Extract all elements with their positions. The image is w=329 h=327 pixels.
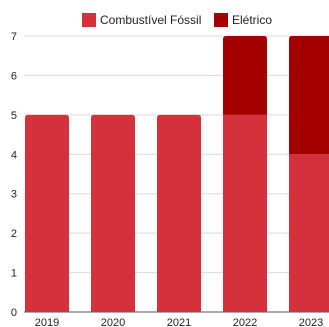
x-tick-label-2022: 2022 [233, 317, 257, 327]
bar-2021-series-0 [157, 114, 201, 312]
legend-swatch-1 [214, 13, 228, 27]
x-tick-label-2023: 2023 [299, 317, 323, 327]
y-tick-label-3: 3 [11, 189, 17, 201]
bar-2022-series-0 [223, 114, 267, 312]
bars [25, 36, 329, 312]
bar-2019-series-0 [25, 114, 69, 312]
y-tick-label-4: 4 [11, 149, 17, 161]
y-tick-label-5: 5 [11, 110, 17, 122]
x-tick-label-2019: 2019 [35, 317, 59, 327]
legend: Combustível Fóssil Elétrico [82, 13, 272, 27]
legend-swatch-0 [82, 13, 96, 27]
bar-2023-series-1 [289, 36, 329, 155]
x-tick-label-2020: 2020 [101, 317, 125, 327]
legend-label-0: Combustível Fóssil [100, 13, 201, 27]
bar-2022-series-1 [223, 36, 267, 115]
x-axis-ticks: 2019 2020 2021 2022 2023 [35, 317, 323, 327]
y-tick-label-7: 7 [11, 31, 17, 43]
y-tick-label-2: 2 [11, 228, 17, 240]
legend-label-1: Elétrico [232, 13, 272, 27]
y-tick-label-6: 6 [11, 70, 17, 82]
y-tick-label-0: 0 [11, 307, 17, 319]
x-tick-label-2021: 2021 [167, 317, 191, 327]
bar-2020-series-0 [91, 114, 135, 312]
y-tick-label-1: 1 [11, 268, 17, 280]
bar-2023-series-0 [289, 154, 329, 312]
y-axis-ticks: 0 1 2 3 4 5 6 7 [11, 31, 17, 319]
